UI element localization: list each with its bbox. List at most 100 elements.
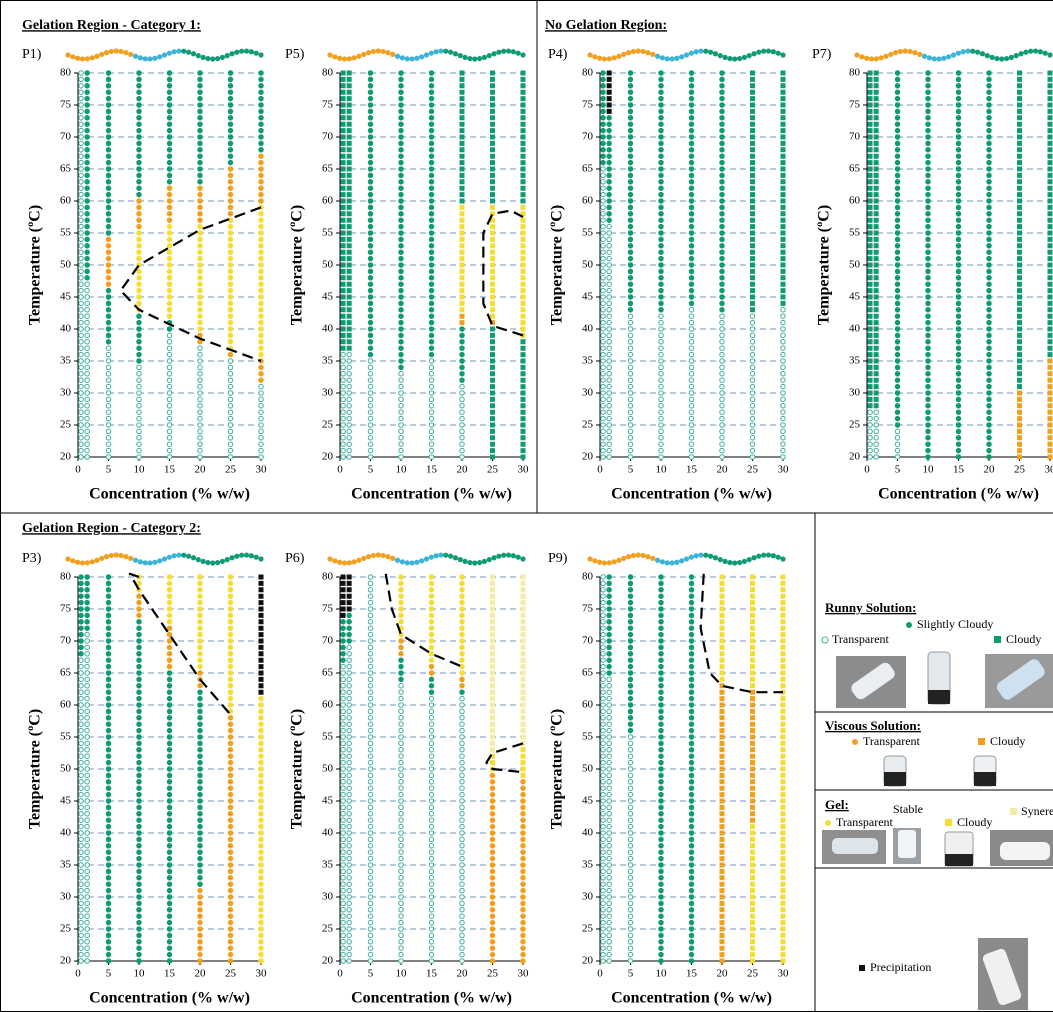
- chain-bead: [210, 560, 215, 565]
- chain-bead: [587, 556, 592, 561]
- chain-bead: [249, 553, 254, 558]
- y-tick-label: 70: [582, 131, 594, 143]
- y-tick-label: 40: [322, 827, 334, 839]
- y-tick-label: 25: [582, 419, 594, 431]
- chain-bead: [859, 54, 864, 59]
- chain-bead: [99, 556, 104, 561]
- panel-title: P1): [22, 47, 42, 62]
- chain-bead: [879, 55, 884, 60]
- chain-bead: [708, 554, 713, 559]
- page: {"sections":["Gelation Region - Category…: [0, 0, 1053, 1012]
- y-tick-label: 75: [582, 603, 594, 615]
- chain-bead: [511, 49, 516, 54]
- chain-bead: [660, 559, 665, 564]
- x-tick-label: 0: [864, 464, 870, 476]
- x-tick-label: 10: [923, 464, 935, 476]
- legend-label: Cloudy: [990, 734, 1025, 748]
- y-tick-label: 80: [60, 571, 72, 583]
- chain-bead: [1047, 52, 1052, 57]
- chain-bead: [109, 49, 114, 54]
- chain-bead: [650, 52, 655, 57]
- chain-bead: [669, 560, 674, 565]
- x-axis-label: Concentration (% w/w): [351, 486, 512, 503]
- y-tick-label: 75: [322, 603, 334, 615]
- y-tick-label: 20: [582, 451, 594, 463]
- chain-bead: [196, 53, 201, 58]
- legend-label: Stable: [893, 802, 923, 816]
- legend-label: Syneresis: [1021, 804, 1053, 818]
- x-tick-label: 30: [518, 464, 530, 476]
- chain-bead: [747, 53, 752, 58]
- y-tick-label: 70: [322, 131, 334, 143]
- x-tick-label: 10: [134, 968, 146, 980]
- chain-bead: [385, 554, 390, 559]
- chain-bead: [347, 56, 352, 61]
- chain-bead: [191, 555, 196, 560]
- chain-bead: [961, 49, 966, 54]
- chain-bead: [869, 56, 874, 61]
- chain-bead: [888, 52, 893, 57]
- chain-bead: [776, 51, 781, 56]
- chain-bead: [679, 54, 684, 59]
- chain-bead: [883, 54, 888, 59]
- chain-bead: [138, 559, 143, 564]
- chain-bead: [152, 56, 157, 61]
- y-tick-label: 25: [582, 923, 594, 935]
- x-axis-label: Concentration (% w/w): [89, 486, 250, 503]
- y-tick-label: 65: [582, 667, 594, 679]
- chain-bead: [157, 558, 162, 563]
- chain-bead: [771, 553, 776, 558]
- x-tick-label: 5: [368, 464, 374, 476]
- chain-bead: [371, 553, 376, 558]
- chain-bead: [592, 558, 597, 563]
- chain-bead: [655, 558, 660, 563]
- y-tick-label: 60: [60, 195, 72, 207]
- chain-bead: [366, 50, 371, 55]
- y-tick-label: 55: [322, 731, 334, 743]
- chain-bead: [438, 552, 443, 557]
- chain-bead: [501, 553, 506, 558]
- y-tick-label: 75: [322, 99, 334, 111]
- y-axis-label: Temperature (ºC): [289, 205, 306, 325]
- x-tick-label: 0: [75, 968, 81, 980]
- x-tick-label: 10: [396, 464, 408, 476]
- chain-bead: [665, 56, 670, 61]
- chain-bead: [1033, 48, 1038, 53]
- chain-bead: [985, 53, 990, 58]
- x-tick-label: 20: [717, 968, 729, 980]
- chain-bead: [898, 49, 903, 54]
- y-tick-label: 80: [322, 67, 334, 79]
- chain-bead: [342, 560, 347, 565]
- x-tick-label: 25: [487, 464, 499, 476]
- x-tick-label: 20: [195, 464, 207, 476]
- chain-bead: [118, 49, 123, 54]
- chain-bead: [80, 56, 85, 61]
- chain-bead: [414, 56, 419, 61]
- chain-bead: [356, 54, 361, 59]
- legend-label: Cloudy: [957, 815, 992, 829]
- chain-bead: [90, 55, 95, 60]
- y-tick-label: 80: [60, 67, 72, 79]
- x-tick-label: 25: [487, 968, 499, 980]
- chain-bead: [674, 56, 679, 61]
- chain-bead: [327, 556, 332, 561]
- chain-bead: [467, 56, 472, 61]
- chain-bead: [903, 48, 908, 53]
- chain-bead: [414, 560, 419, 565]
- y-tick-label: 60: [60, 699, 72, 711]
- chain-bead: [356, 558, 361, 563]
- chain-bead: [205, 560, 210, 565]
- y-tick-label: 55: [582, 227, 594, 239]
- x-tick-label: 30: [518, 968, 530, 980]
- x-tick-label: 15: [686, 968, 698, 980]
- chain-bead: [592, 54, 597, 59]
- chain-bead: [491, 51, 496, 56]
- chain-bead: [361, 556, 366, 561]
- x-tick-label: 25: [1014, 464, 1026, 476]
- x-tick-label: 0: [597, 464, 603, 476]
- chain-bead: [458, 557, 463, 562]
- chain-bead: [366, 554, 371, 559]
- y-tick-label: 25: [60, 923, 72, 935]
- x-axis-label: Concentration (% w/w): [351, 990, 512, 1007]
- phase-boundary: [130, 574, 231, 715]
